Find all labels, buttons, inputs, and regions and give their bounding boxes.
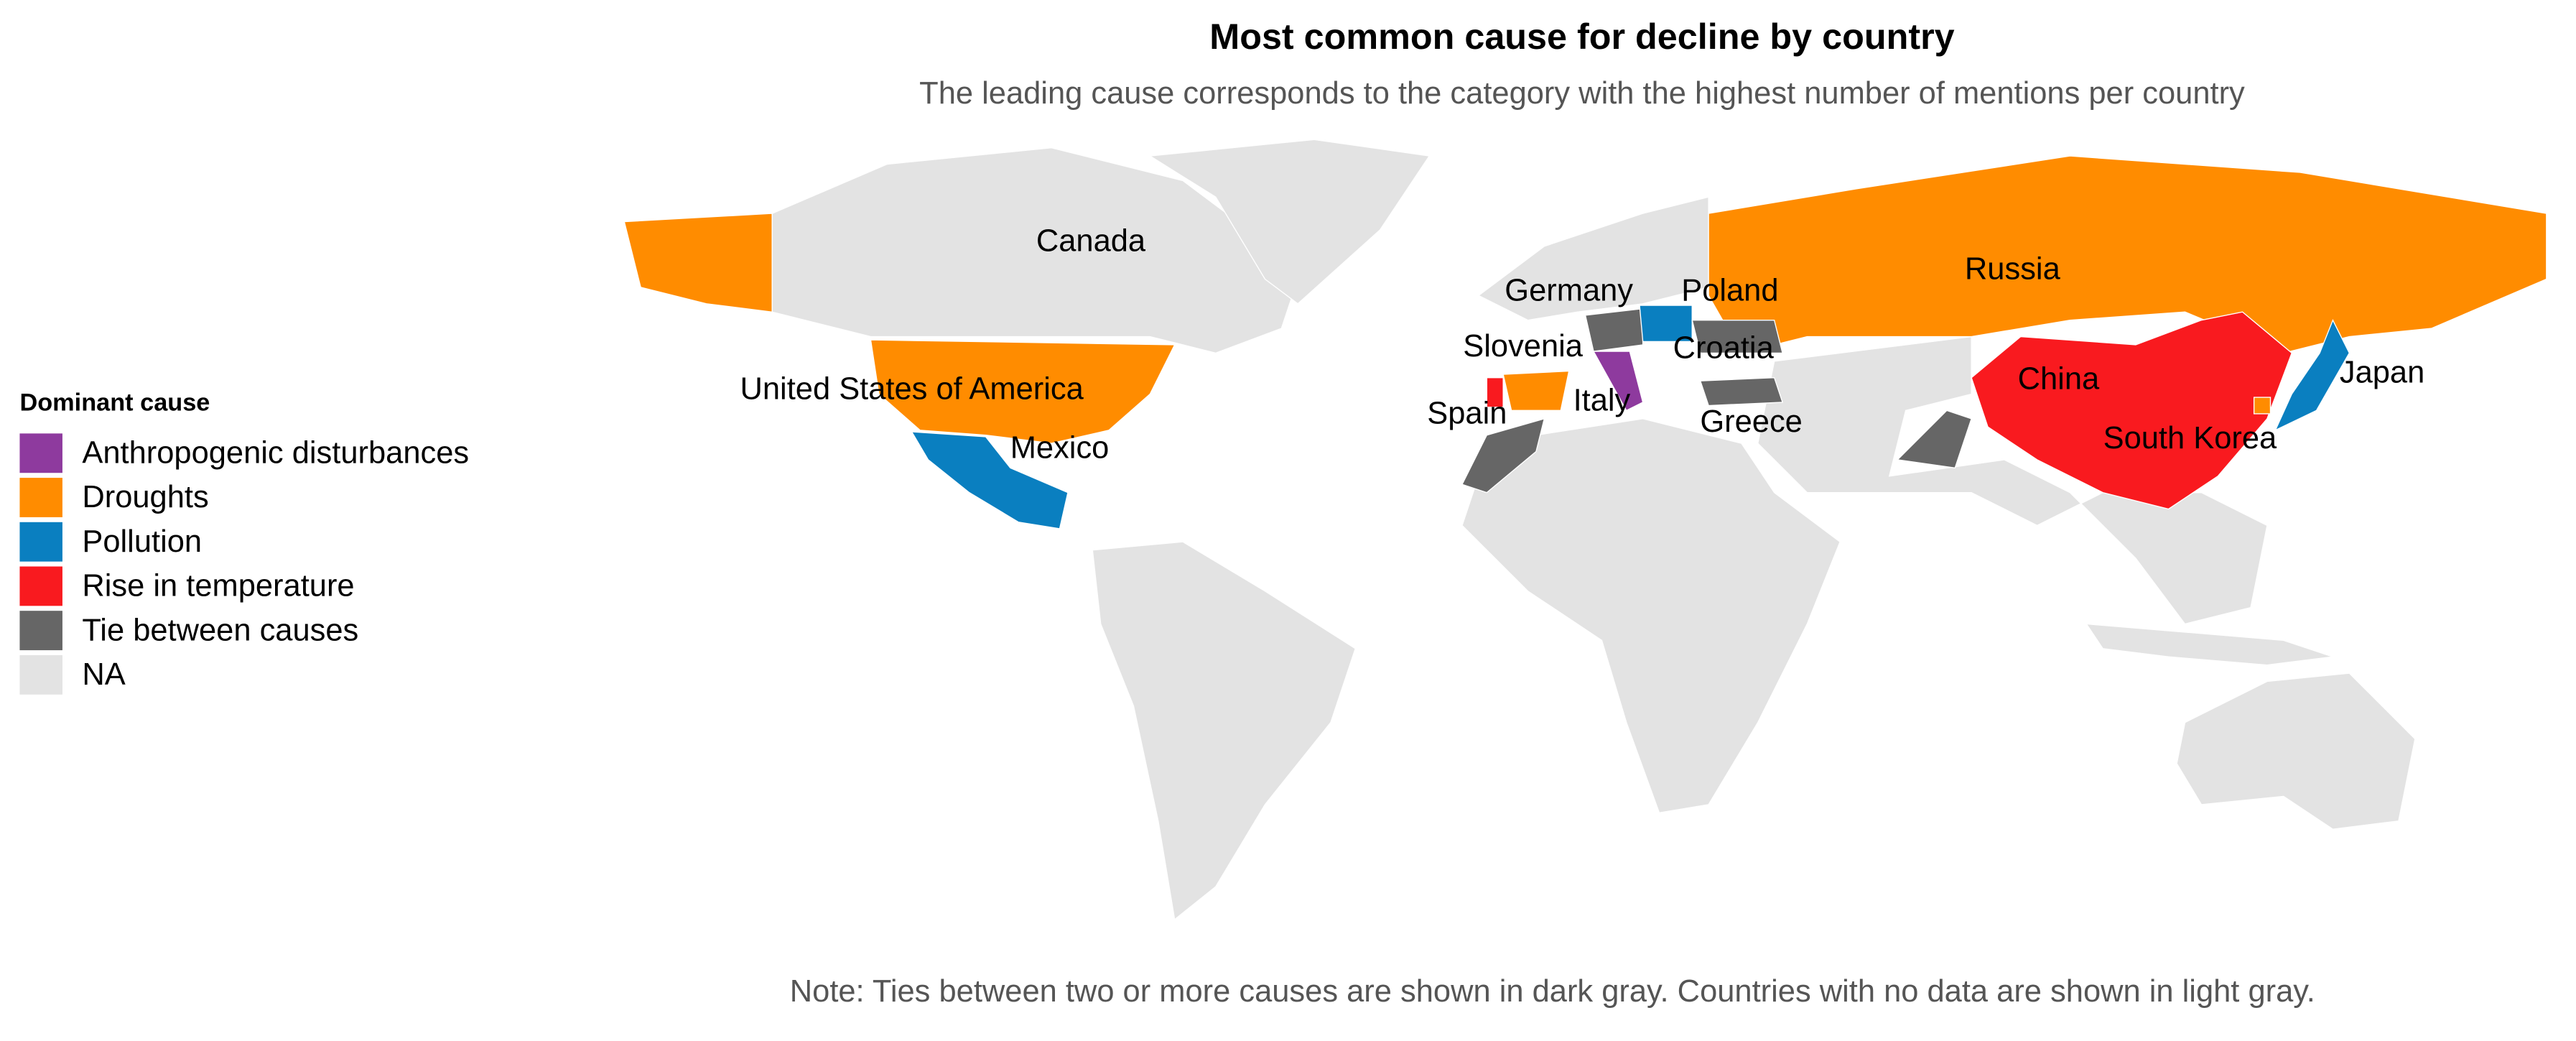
country-label: Spain bbox=[1427, 397, 1507, 431]
legend-swatch bbox=[19, 566, 62, 606]
land-south-america bbox=[1092, 541, 1357, 921]
country-poland bbox=[1639, 305, 1693, 343]
country-portugal bbox=[1486, 376, 1504, 408]
country-labels: Canada Russia Germany Poland Slovenia Croatia… bbox=[740, 224, 2424, 466]
legend-swatch bbox=[19, 654, 62, 695]
country-china bbox=[1971, 311, 2293, 510]
legend-swatch bbox=[19, 478, 62, 517]
country-spain bbox=[1502, 370, 1570, 412]
country-label: South Korea bbox=[2103, 421, 2277, 455]
country-label: Greece bbox=[1700, 404, 1803, 439]
country-label: Germany bbox=[1505, 273, 1633, 307]
country-label: Mexico bbox=[1010, 431, 1110, 466]
country-label: Japan bbox=[2340, 356, 2424, 390]
country-usa bbox=[870, 339, 1176, 444]
country-russia bbox=[1708, 155, 2547, 354]
country-italy bbox=[1592, 351, 1644, 412]
legend-label: Tie between causes bbox=[82, 613, 358, 647]
legend-swatch bbox=[19, 611, 62, 651]
country-mexico bbox=[911, 431, 1069, 529]
legend-swatch bbox=[19, 522, 62, 562]
legend-label: Pollution bbox=[82, 524, 202, 559]
legend: Anthropogenic disturbances Droughts Pollut… bbox=[19, 433, 469, 695]
country-label: United States of America bbox=[740, 371, 1084, 406]
legend-label: Anthropogenic disturbances bbox=[82, 436, 469, 471]
country-turkey bbox=[1699, 376, 1784, 407]
country-germany bbox=[1584, 307, 1644, 352]
country-label: Slovenia bbox=[1463, 329, 1584, 364]
land-indonesia bbox=[2085, 623, 2333, 666]
country-label: China bbox=[2018, 362, 2100, 397]
land-africa bbox=[1461, 418, 1841, 814]
country-label: Canada bbox=[1036, 224, 1146, 259]
land-middle-east-asia bbox=[1757, 336, 2268, 625]
legend-label: Rise in temperature bbox=[82, 569, 354, 603]
country-morocco bbox=[1461, 417, 1545, 494]
land-australia bbox=[2176, 672, 2416, 830]
country-south-korea bbox=[2253, 397, 2272, 415]
country-label: Russia bbox=[1965, 252, 2061, 287]
subtitle: The leading cause corresponds to the cat… bbox=[919, 76, 2245, 111]
title: Most common cause for decline by country bbox=[1209, 16, 1954, 57]
land-greenland bbox=[1148, 139, 1431, 305]
land-north-america bbox=[771, 147, 1299, 354]
country-ukraine bbox=[1691, 319, 1783, 354]
legend-label: Droughts bbox=[82, 480, 208, 514]
country-japan bbox=[2274, 318, 2351, 432]
map-land bbox=[623, 139, 2547, 921]
country-label: Poland bbox=[1681, 273, 1778, 307]
country-pakistan bbox=[1896, 410, 1973, 469]
country-label: Croatia bbox=[1673, 330, 1775, 365]
note: Note: Ties between two or more causes ar… bbox=[790, 974, 2315, 1009]
legend-swatch bbox=[19, 433, 62, 473]
legend-title: Dominant cause bbox=[19, 389, 210, 416]
legend-label: NA bbox=[82, 657, 125, 692]
country-label: Italy bbox=[1573, 383, 1631, 417]
country-alaska bbox=[623, 213, 773, 313]
